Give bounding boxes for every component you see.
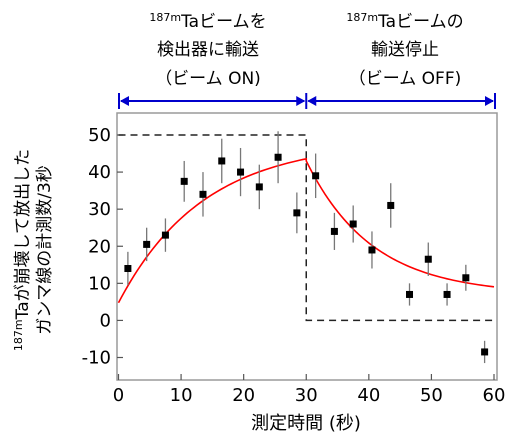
header-right-line3: （ビーム OFF) xyxy=(349,69,461,89)
data-marker xyxy=(237,168,245,176)
header-left-line3: （ビーム ON) xyxy=(155,69,261,89)
x-tick-label: 50 xyxy=(420,385,443,406)
y-axis-label: 187mTaが崩壊して放出した ガンマ線の計測数/3秒 xyxy=(12,149,55,351)
x-tick-label: 10 xyxy=(170,385,193,406)
data-point xyxy=(124,251,132,286)
header-left-line1: 187mTaビームを xyxy=(149,11,266,32)
data-marker xyxy=(255,183,263,191)
arrow-head-on-left xyxy=(120,96,129,106)
beam-profile-line xyxy=(118,134,494,322)
data-point xyxy=(406,283,414,306)
data-point xyxy=(218,138,226,184)
data-marker xyxy=(330,227,338,235)
data-point xyxy=(237,147,245,197)
data-point xyxy=(274,131,282,184)
data-point xyxy=(143,227,151,262)
data-marker xyxy=(143,240,151,248)
header-left-line2: 検出器に輸送 xyxy=(157,40,259,60)
y-tick-label: 0 xyxy=(100,310,111,331)
arrow-head-off-left xyxy=(307,96,317,106)
data-point xyxy=(349,205,357,243)
data-marker xyxy=(349,220,357,228)
data-point xyxy=(481,340,489,364)
data-point xyxy=(199,172,207,217)
data-marker xyxy=(218,157,226,165)
data-point xyxy=(368,231,376,269)
x-tick-label: 30 xyxy=(295,385,318,406)
fit-curve xyxy=(117,157,495,304)
data-point xyxy=(443,283,451,306)
data-marker xyxy=(387,201,395,209)
data-marker xyxy=(161,231,169,239)
data-marker xyxy=(180,177,188,185)
x-axis-label: 測定時間 (秒) xyxy=(251,413,361,434)
y-tick-label: 40 xyxy=(88,162,111,183)
x-tick-label: 60 xyxy=(483,385,506,406)
data-marker xyxy=(481,348,489,356)
y-tick-label: 20 xyxy=(88,236,111,257)
header-right-line2: 輸送停止 xyxy=(371,40,439,60)
header-right-line1: 187mTaビームの xyxy=(346,11,463,32)
header-right: 187mTaビームの 輸送停止 （ビーム OFF) xyxy=(346,11,463,89)
data-marker xyxy=(368,246,376,254)
data-point xyxy=(387,183,395,228)
data-marker xyxy=(124,265,132,272)
y-tick-label: -10 xyxy=(82,348,111,369)
phase-arrows xyxy=(118,93,496,109)
data-point xyxy=(312,153,320,199)
x-tick-label: 40 xyxy=(357,385,380,406)
y-tick-label: 30 xyxy=(88,199,111,220)
data-marker xyxy=(312,172,320,180)
data-point xyxy=(293,192,301,234)
data-marker xyxy=(406,290,414,298)
data-marker xyxy=(443,290,451,298)
y-tick-label: 10 xyxy=(88,273,111,294)
data-point xyxy=(180,160,188,202)
data-point xyxy=(462,264,470,291)
y-axis-label-line2: ガンマ線の計測数/3秒 xyxy=(35,165,55,335)
data-point xyxy=(161,218,169,252)
data-marker xyxy=(274,153,282,161)
arrow-head-on-right xyxy=(296,96,306,106)
data-point xyxy=(255,164,263,210)
data-point xyxy=(330,212,338,250)
arrow-head-off-right xyxy=(485,96,494,106)
y-tick-label: 50 xyxy=(88,125,111,146)
x-tick-label: 20 xyxy=(232,385,255,406)
data-marker xyxy=(462,274,470,282)
x-tick-label: 0 xyxy=(113,385,124,406)
data-marker xyxy=(293,209,301,217)
header-left: 187mTaビームを 検出器に輸送 （ビーム ON) xyxy=(149,11,266,89)
y-axis-label-line1: 187mTaが崩壊して放出した xyxy=(12,149,33,351)
data-marker xyxy=(424,255,432,263)
data-point xyxy=(424,242,432,276)
data-marker xyxy=(199,190,207,198)
